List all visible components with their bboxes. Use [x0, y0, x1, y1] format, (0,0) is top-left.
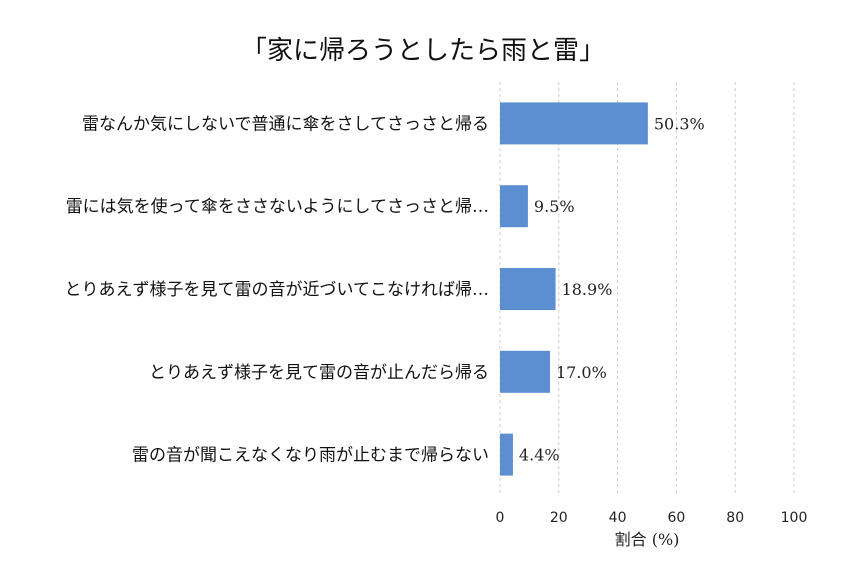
bars [500, 102, 648, 476]
x-axis-title: 割合 (%) [615, 530, 680, 549]
bar-0 [500, 102, 648, 145]
x-tick-label-40: 40 [609, 510, 627, 526]
value-label-4: 4.4% [519, 446, 560, 465]
category-label-3: とりあえず様子を見て雷の音が止んだら帰る [149, 363, 489, 383]
category-label-2: とりあえず様子を見て雷の音が近づいてこなければ帰… [65, 280, 490, 300]
bar-3 [500, 350, 550, 393]
bar-1 [500, 185, 528, 228]
x-tick-label-60: 60 [667, 510, 685, 526]
x-tick-label-80: 80 [726, 510, 744, 526]
x-tick-labels: 0 20 40 60 80 100 [496, 510, 808, 526]
value-label-3: 17.0% [556, 363, 607, 382]
category-labels: 雷なんか気にしないで普通に傘をさしてさっさと帰る雷には気を使って傘をささないよう… [65, 114, 490, 465]
x-tick-label-0: 0 [496, 510, 505, 526]
category-label-4: 雷の音が聞こえなくなり雨が止むまで帰らない [132, 446, 489, 466]
grid-lines [499, 82, 795, 496]
chart-title: 「家に帰ろうとしたら雨と雷」 [240, 36, 605, 66]
category-label-1: 雷には気を使って傘をささないようにしてさっさと帰… [66, 196, 489, 217]
x-tick-label-100: 100 [781, 510, 808, 526]
bar-4 [500, 433, 513, 476]
bar-2 [500, 268, 556, 310]
value-label-0: 50.3% [654, 114, 705, 133]
value-label-2: 18.9% [562, 280, 613, 299]
value-labels: 50.3% 9.5% 18.9% 17.0% 4.4% [519, 114, 705, 464]
category-label-0: 雷なんか気にしないで普通に傘をさしてさっさと帰る [82, 114, 489, 134]
value-label-1: 9.5% [534, 197, 575, 216]
x-tick-label-20: 20 [550, 510, 568, 526]
